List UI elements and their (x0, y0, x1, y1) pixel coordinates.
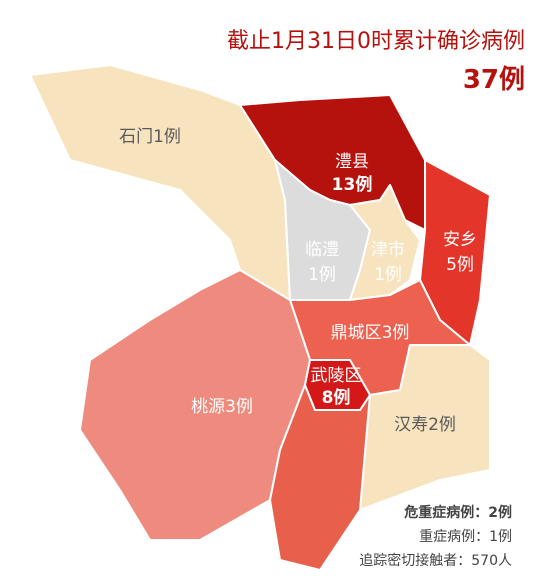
region-name: 澧县 (335, 152, 369, 172)
hanshou-area (359, 344, 491, 511)
title: 截止1月31日0时累计确诊病例 (227, 29, 525, 54)
footer-line: 重症病例：1例 (419, 529, 512, 545)
region-name: 武陵区 (311, 366, 362, 386)
region-name: 临澧 (305, 240, 339, 260)
wuling-area (304, 359, 371, 411)
region-cases: 13例 (332, 174, 373, 195)
total: 37例 (463, 65, 525, 95)
shimen-area (29, 64, 291, 301)
region-cases: 8例 (322, 387, 351, 408)
region-name: 津市 (371, 240, 405, 260)
footer-line: 追踪密切接触者：570人 (359, 552, 512, 569)
jinshi-area (349, 184, 421, 301)
region-label: 桃源3例 (191, 397, 253, 417)
regions (29, 64, 491, 571)
footer-line: 危重症病例：2例 (403, 504, 512, 521)
region-label: 汉寿2例 (394, 415, 456, 435)
region-cases: 5例 (446, 255, 474, 275)
region-label: 石门1例 (119, 127, 181, 147)
region-name: 安乡 (443, 230, 477, 250)
region-cases: 1例 (308, 265, 336, 285)
region-cases: 1例 (374, 265, 402, 285)
region-label: 鼎城区3例 (331, 323, 410, 343)
